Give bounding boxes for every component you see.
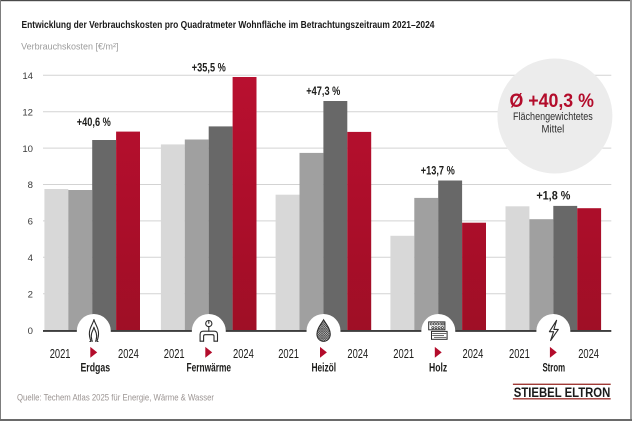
svg-text:STIEBEL ELTRON: STIEBEL ELTRON [514, 385, 611, 401]
svg-text:Verbrauchskosten [€/m²]: Verbrauchskosten [€/m²] [21, 42, 118, 53]
svg-text:+13,7 %: +13,7 % [421, 166, 455, 178]
svg-text:Strom: Strom [542, 361, 565, 375]
svg-text:Flächengewichtetes: Flächengewichtetes [513, 111, 593, 123]
svg-text:4: 4 [28, 253, 34, 264]
svg-text:2021: 2021 [164, 346, 185, 361]
svg-text:2024: 2024 [578, 346, 599, 361]
svg-text:Entwicklung der Verbrauchskost: Entwicklung der Verbrauchskosten pro Qua… [22, 20, 435, 31]
svg-text:2024: 2024 [118, 346, 139, 361]
svg-text:0: 0 [28, 326, 33, 337]
svg-text:Fernwärme: Fernwärme [187, 361, 232, 375]
svg-text:6: 6 [28, 217, 33, 228]
svg-text:+35,5 %: +35,5 % [192, 63, 226, 75]
svg-text:2: 2 [28, 289, 33, 300]
svg-text:10: 10 [22, 144, 33, 155]
svg-text:+1,8 %: +1,8 % [536, 191, 570, 203]
svg-text:2024: 2024 [463, 346, 484, 361]
svg-text:2021: 2021 [393, 346, 414, 361]
svg-text:+40,6 %: +40,6 % [77, 117, 111, 129]
svg-text:2021: 2021 [278, 346, 299, 361]
svg-text:2024: 2024 [347, 346, 368, 361]
svg-text:+47,3 %: +47,3 % [306, 86, 340, 98]
svg-text:2021: 2021 [509, 346, 530, 361]
svg-text:Mittel: Mittel [542, 123, 565, 135]
svg-text:Quelle: Techem Atlas 2025 für: Quelle: Techem Atlas 2025 für Energie, W… [17, 392, 214, 402]
svg-text:14: 14 [22, 71, 33, 82]
svg-text:8: 8 [28, 180, 33, 191]
svg-text:Holz: Holz [429, 361, 447, 375]
svg-text:Erdgas: Erdgas [80, 361, 110, 375]
svg-text:Ø +40,3 %: Ø +40,3 % [509, 90, 594, 112]
svg-text:Heizöl: Heizöl [311, 361, 336, 375]
svg-text:2024: 2024 [233, 346, 254, 361]
svg-text:2021: 2021 [50, 346, 71, 361]
svg-text:12: 12 [22, 107, 33, 118]
